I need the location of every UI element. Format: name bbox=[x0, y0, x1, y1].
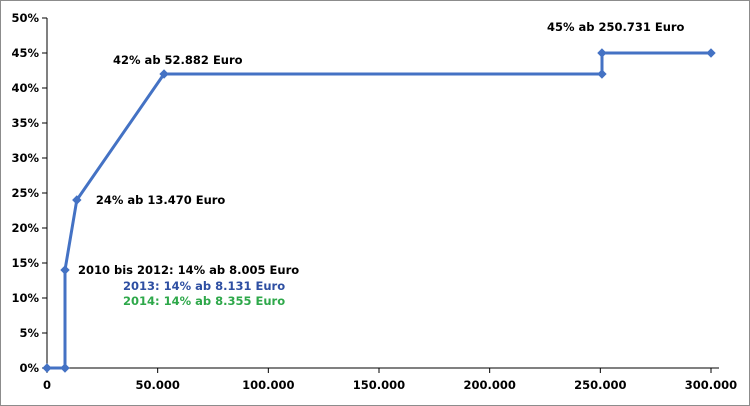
annotation-label: 2010 bis 2012: 14% ab 8.005 Euro bbox=[78, 263, 299, 277]
x-tick-label: 50.000 bbox=[135, 378, 179, 392]
x-tick-label: 200.000 bbox=[463, 378, 515, 392]
y-tick-label: 35% bbox=[11, 116, 39, 130]
x-tick-label: 0 bbox=[43, 378, 51, 392]
data-point-marker bbox=[597, 48, 607, 58]
data-point-marker bbox=[60, 363, 70, 373]
annotation-label: 2014: 14% ab 8.355 Euro bbox=[123, 294, 285, 308]
data-point-marker bbox=[706, 48, 716, 58]
x-tick-label: 250.000 bbox=[574, 378, 626, 392]
annotation-label: 24% ab 13.470 Euro bbox=[96, 193, 226, 207]
y-tick-label: 20% bbox=[11, 221, 39, 235]
y-tick-label: 45% bbox=[11, 46, 39, 60]
axes: 0% 5% 10% 15% 20% 25% 30% 35% 40% 45% 50% 0 50.000 10… bbox=[11, 11, 737, 392]
data-point-marker bbox=[159, 69, 169, 79]
data-point-marker bbox=[60, 265, 70, 275]
y-tick-label: 40% bbox=[11, 81, 39, 95]
x-tick-label: 150.000 bbox=[353, 378, 405, 392]
annotation-label: 45% ab 250.731 Euro bbox=[547, 20, 685, 34]
y-tick-label: 10% bbox=[11, 291, 39, 305]
y-tick-label: 30% bbox=[11, 151, 39, 165]
y-tick-label: 50% bbox=[11, 11, 39, 25]
y-tick-label: 15% bbox=[11, 256, 39, 270]
y-tick-label: 25% bbox=[11, 186, 39, 200]
x-tick-label: 300.000 bbox=[685, 378, 737, 392]
series-line bbox=[47, 51, 711, 370]
series-line-group bbox=[42, 48, 716, 373]
data-point-marker bbox=[42, 363, 52, 373]
y-tick-label: 0% bbox=[19, 361, 39, 375]
x-tick-label: 100.000 bbox=[242, 378, 294, 392]
y-tick-label: 5% bbox=[19, 326, 39, 340]
annotations: 45% ab 250.731 Euro 42% ab 52.882 Euro 24%… bbox=[78, 20, 685, 308]
data-point-marker bbox=[72, 195, 82, 205]
annotation-label: 2013: 14% ab 8.131 Euro bbox=[123, 279, 285, 293]
annotation-label: 42% ab 52.882 Euro bbox=[113, 53, 243, 67]
data-point-marker bbox=[597, 69, 607, 79]
